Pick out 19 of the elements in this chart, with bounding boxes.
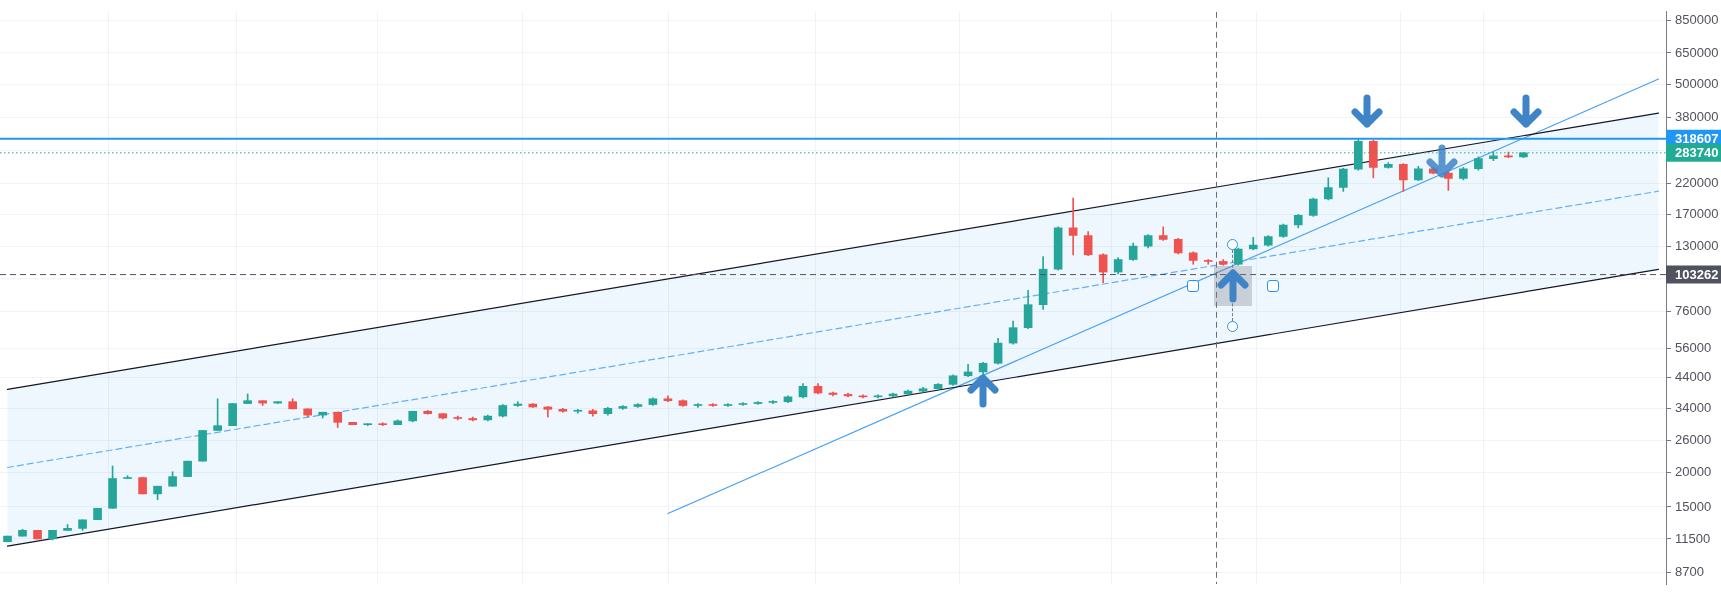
y-tick-label: 500000 — [1675, 76, 1719, 92]
y-tick-label: 11500 — [1675, 530, 1711, 546]
y-tick-label: 8700 — [1675, 564, 1704, 580]
y-tick-label: 15000 — [1675, 498, 1712, 514]
ref-line-label: 103262 — [1675, 266, 1719, 282]
y-tick-label: 130000 — [1675, 238, 1719, 254]
y-tick-label: 850000 — [1675, 12, 1719, 28]
ref-line-label: 318607 — [1675, 130, 1719, 146]
y-tick-label: 170000 — [1675, 206, 1719, 222]
ref-line-label: 283740 — [1675, 144, 1719, 160]
y-tick-label: 20000 — [1675, 463, 1712, 479]
y-tick-label: 220000 — [1675, 175, 1719, 191]
y-tick-label: 56000 — [1675, 339, 1712, 355]
y-tick-label: 380000 — [1675, 109, 1719, 125]
y-tick-label: 26000 — [1675, 432, 1712, 448]
y-tick-label: 76000 — [1675, 303, 1712, 319]
y-tick-label: 44000 — [1675, 368, 1712, 384]
y-tick-label: 34000 — [1675, 399, 1712, 415]
y-tick-label: 650000 — [1675, 44, 1719, 60]
